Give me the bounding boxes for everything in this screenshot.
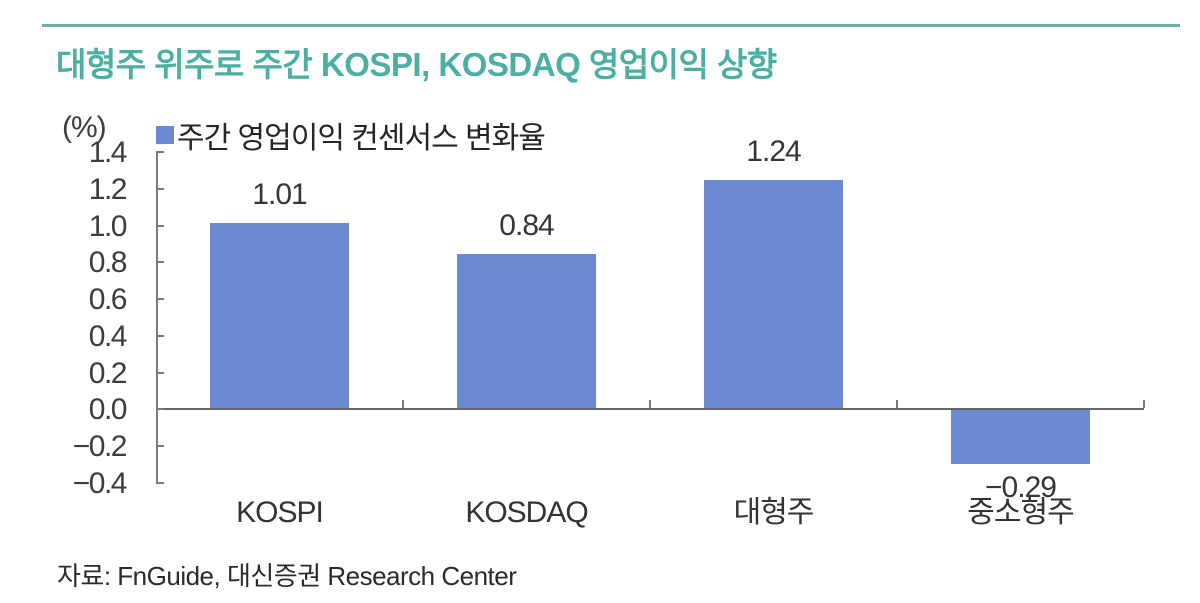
y-axis-tick-label: 0.4: [88, 319, 128, 353]
bar-중소형주: [951, 410, 1090, 464]
y-axis-tick: [156, 371, 164, 374]
y-axis-tick: [156, 151, 164, 153]
title-rule: [42, 24, 1180, 27]
y-axis-tick: [156, 482, 164, 484]
y-axis-tick: [156, 334, 164, 337]
x-axis-baseline: [156, 408, 1144, 411]
bar-KOSDAQ: [457, 253, 596, 409]
x-axis-category-label: 중소형주: [967, 496, 1074, 529]
y-axis-tick: [156, 224, 164, 227]
y-axis-tick-label: 0.6: [88, 283, 128, 317]
x-axis-tick: [1143, 400, 1145, 409]
y-axis-tick-label: 0.2: [88, 356, 128, 390]
y-axis-tick-label: 0.0: [88, 393, 128, 427]
y-axis-tick: [156, 261, 164, 264]
x-axis-tick: [402, 400, 404, 409]
y-axis-tick-label: 1.2: [88, 172, 128, 206]
bar-value-label: −0.29: [985, 470, 1057, 504]
x-axis-tick: [896, 400, 898, 409]
y-axis-tick: [156, 445, 164, 448]
y-axis-tick-label: −0.4: [72, 467, 128, 500]
legend-swatch-icon: [156, 126, 174, 144]
y-axis-tick: [156, 187, 164, 190]
y-axis-line: [156, 151, 158, 482]
y-axis-tick: [156, 408, 164, 411]
x-axis-category-label: 대형주: [733, 496, 815, 529]
y-axis-tick-label: 1.0: [88, 209, 128, 243]
bar-value-label: 1.01: [252, 177, 307, 211]
x-axis-category-label: KOSPI: [236, 496, 324, 529]
y-axis-tick-label: 1.4: [88, 136, 128, 169]
x-axis-tick: [649, 400, 651, 409]
page-title: 대형주 위주로 주간 KOSPI, KOSDAQ 영업이익 상향: [56, 46, 777, 83]
y-axis-tick-label: 0.8: [88, 246, 128, 280]
bar-value-label: 0.84: [499, 208, 554, 242]
y-axis-tick: [156, 298, 164, 301]
bar-대형주: [704, 180, 843, 409]
bar-value-label: 1.24: [746, 135, 801, 169]
x-axis-category-label: KOSDAQ: [465, 496, 588, 529]
bar-KOSPI: [210, 222, 349, 409]
source-note: 자료: FnGuide, 대신증권 Research Center: [57, 561, 517, 591]
y-axis-unit-label: (%): [62, 111, 107, 144]
legend-label: 주간 영업이익 컨센서스 변화율: [177, 122, 546, 155]
y-axis-tick-label: −0.2: [72, 430, 128, 464]
